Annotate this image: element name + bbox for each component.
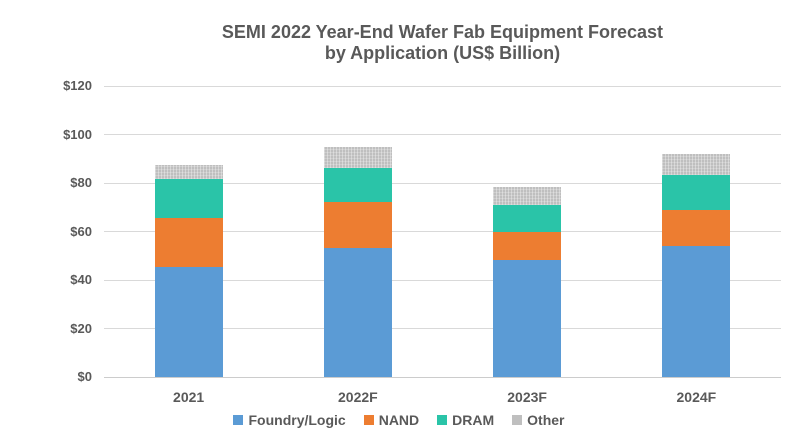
legend-item-nand: NAND (363, 412, 420, 428)
gridline-120 (104, 85, 781, 87)
bar-2022f (323, 147, 392, 377)
x-tick-label-2022f: 2022F (338, 389, 378, 405)
x-axis-line (104, 376, 781, 378)
x-tick-label-2023f: 2023F (507, 389, 547, 405)
bar-segment-dram-2023f (493, 205, 562, 232)
y-tick-label-20: $20 (70, 320, 92, 336)
bar-2024f (662, 153, 731, 377)
bar-segment-other-2021 (154, 164, 223, 180)
chart-title: SEMI 2022 Year-End Wafer Fab Equipment F… (104, 22, 781, 64)
gridline-40 (104, 279, 781, 281)
y-tick-label-120: $120 (63, 78, 92, 93)
bar-2023f (493, 187, 562, 377)
legend-swatch-nand (363, 415, 374, 425)
bar-segment-foundry-logic-2021 (154, 266, 223, 377)
legend: Foundry/Logic NAND DRAM Other (0, 412, 798, 428)
bar-segment-other-2024f (662, 153, 731, 175)
bar-segment-other-2022f (323, 147, 392, 168)
legend-item-other: Other (512, 412, 565, 428)
bar-segment-dram-2022f (323, 167, 392, 203)
x-tick-label-2021: 2021 (173, 389, 205, 405)
y-tick-label-40: $40 (70, 272, 92, 287)
gridline-100 (104, 134, 781, 135)
legend-label-foundry-logic: Foundry/Logic (248, 412, 346, 428)
bar-segment-foundry-logic-2023f (493, 259, 562, 377)
y-tick-label-60: $60 (70, 223, 92, 239)
bar-segment-dram-2021 (154, 179, 223, 219)
chart-title-line1: SEMI 2022 Year-End Wafer Fab Equipment F… (221, 22, 664, 42)
bar-segment-nand-2022f (323, 202, 392, 249)
chart-title-line2: by Application (US$ Billion) (324, 43, 561, 63)
x-tick-label-2024f: 2024F (676, 389, 717, 405)
bar-segment-dram-2024f (662, 174, 731, 210)
y-axis-labels: $0 $20 $40 $60 $80 $100 $120 (18, 78, 92, 384)
gridline-80 (104, 182, 781, 184)
legend-label-dram: DRAM (452, 412, 495, 428)
gridline-20 (104, 328, 781, 329)
y-tick-label-0: $0 (77, 369, 92, 384)
y-tick-label-100: $100 (63, 126, 92, 142)
bar-segment-other-2023f (493, 187, 562, 206)
bar-segment-nand-2023f (493, 231, 562, 260)
bar-segment-nand-2021 (154, 218, 223, 267)
bar-segment-foundry-logic-2022f (323, 248, 392, 377)
legend-swatch-foundry-logic (233, 415, 244, 425)
y-tick-label-80: $80 (70, 175, 92, 190)
legend-label-nand: NAND (378, 412, 420, 428)
legend-label-other: Other (527, 412, 565, 428)
bar-segment-nand-2024f (662, 209, 731, 247)
legend-item-foundry-logic: Foundry/Logic (233, 412, 346, 428)
bar-segment-foundry-logic-2024f (662, 246, 731, 377)
legend-swatch-other (512, 415, 523, 425)
gridline-60 (104, 231, 781, 232)
legend-swatch-dram (437, 415, 448, 425)
legend-item-dram: DRAM (437, 412, 494, 428)
bar-2021 (154, 164, 223, 377)
plot-area (104, 85, 781, 378)
